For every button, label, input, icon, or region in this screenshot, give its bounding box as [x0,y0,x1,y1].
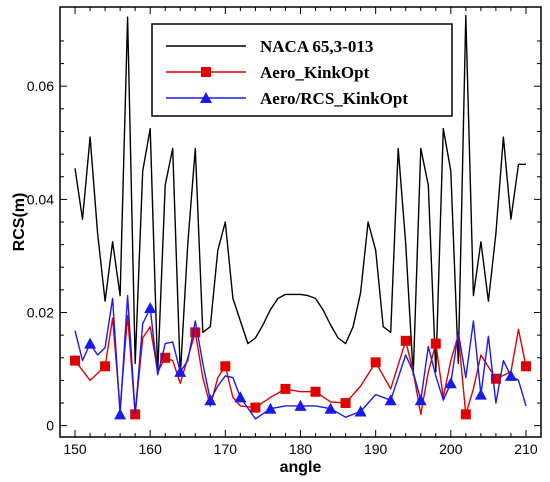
data-point [504,369,517,381]
data-point [280,383,291,394]
series-2 [74,294,527,420]
data-point [100,361,111,372]
x-tick-label: 170 [214,441,238,457]
data-point [474,388,487,400]
plot-lines [70,14,531,420]
data-point [310,386,321,397]
data-point [84,337,97,349]
series-line [74,314,527,416]
series-line [74,14,526,376]
data-point [234,391,247,403]
x-tick-label: 180 [289,441,313,457]
legend-label: Aero_KinkOpt [260,63,370,82]
y-tick-label: 0.02 [27,305,54,321]
legend-marker [201,67,211,77]
y-axis-title: RCS(m) [11,193,28,252]
legend-entry: NACA 65,3-013 [166,37,373,56]
data-point [324,402,337,414]
legend-label: Aero/RCS_KinkOpt [260,89,408,108]
data-point [144,302,157,313]
legend-entry: Aero_KinkOpt [166,63,370,82]
series-line [74,294,527,420]
y-tick-label: 0.04 [27,191,54,207]
legend-marker [200,92,212,103]
series-1 [70,314,531,420]
data-point [460,409,471,420]
axis-ticks: 150 160 170 180 190 200 210 0 0.02 0.04 0.06 [27,7,541,457]
data-point [414,394,427,406]
data-point [220,361,231,372]
data-point [294,399,307,411]
data-point [490,373,501,384]
y-tick-label: 0 [46,418,54,434]
data-point [444,377,457,389]
series-0 [74,14,526,376]
data-point [384,394,397,406]
x-tick-label: 200 [439,441,463,457]
x-tick-label: 210 [514,441,538,457]
x-tick-label: 160 [139,441,163,457]
data-point [250,402,261,413]
data-point [430,338,441,349]
y-tick-label: 0.06 [27,78,54,94]
data-point [114,408,127,420]
data-point [204,394,217,406]
x-tick-label: 150 [63,441,87,457]
x-tick-label: 190 [364,441,388,457]
data-point [400,335,411,346]
data-point [190,327,201,338]
data-point [174,365,187,377]
legend: NACA 65,3-013 Aero_KinkOpt Aero/RCS_KinkOp… [151,23,453,117]
data-point [354,405,367,417]
data-point [370,357,381,368]
legend-label: NACA 65,3-013 [260,37,373,56]
data-point [520,361,531,372]
data-point [340,398,351,409]
x-axis-title: angle [280,459,322,476]
data-point [264,402,277,414]
data-point [160,352,171,363]
data-point [70,355,81,366]
legend-entry: Aero/RCS_KinkOpt [166,89,408,108]
